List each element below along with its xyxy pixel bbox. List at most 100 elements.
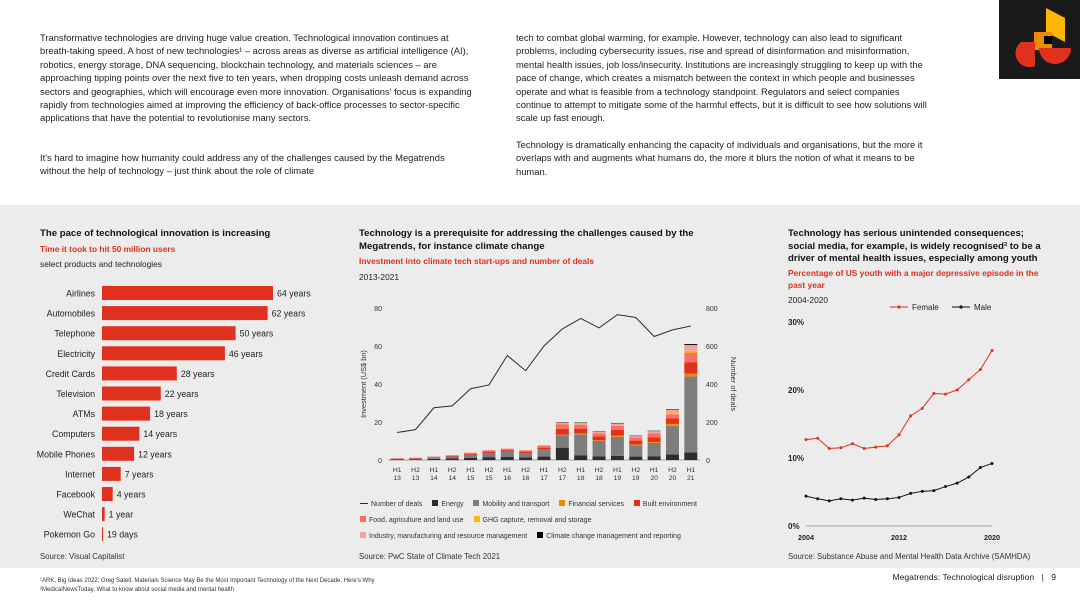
- chart2-x-tick-top: H2: [668, 467, 677, 474]
- chart3-point: [839, 446, 843, 450]
- chart1-category-label: Computers: [52, 429, 96, 439]
- chart3-point: [816, 497, 820, 501]
- intro-col2-p1: tech to combat global warming, for examp…: [516, 32, 927, 124]
- chart3-point: [920, 489, 924, 493]
- chart3-point: [897, 433, 901, 437]
- chart2-bar-segment: [647, 456, 661, 460]
- chart3-point: [920, 406, 924, 410]
- chart2-bar-segment: [665, 414, 679, 419]
- chart2-bar-segment: [537, 445, 551, 448]
- chart2-y-tick: 60: [374, 344, 382, 351]
- chart2-bar-segment: [665, 454, 679, 460]
- chart2-bar-segment: [555, 435, 569, 448]
- chart2-x-tick-top: H1: [650, 467, 659, 474]
- chart1-bar: [102, 426, 140, 441]
- chart2-x-tick-bottom: 13: [393, 475, 401, 482]
- chart2-bar-segment: [500, 451, 514, 457]
- chart2-bar-segment: [684, 362, 698, 374]
- chart2-x-tick-top: H2: [448, 467, 457, 474]
- chart1-bar: [102, 346, 225, 361]
- charts-panel: [0, 205, 1080, 568]
- chart2-bar-segment: [592, 440, 606, 441]
- chart2-bar-segment: [464, 452, 478, 454]
- chart3-point: [862, 496, 866, 500]
- chart3-legend-label: Male: [974, 303, 992, 312]
- footnote-1: ¹ARK, Big Ideas 2022; Greg Satell, Mater…: [40, 578, 375, 584]
- chart2-x-tick-top: H2: [595, 467, 604, 474]
- chart2-bar-segment: [647, 433, 661, 438]
- chart1-bar: [102, 366, 177, 381]
- chart3-series-line: [805, 462, 993, 502]
- chart2-bar-segment: [537, 447, 551, 450]
- chart1-value-label: 19 days: [107, 530, 138, 540]
- chart2-y-tick: 20: [374, 420, 382, 427]
- page-footer: Megatrends: Technological disruption | 9: [892, 572, 1056, 582]
- chart2-bar-segment: [500, 450, 514, 452]
- chart1-value-label: 12 years: [138, 449, 172, 459]
- chart2-bar-segment: [665, 423, 679, 426]
- chart1-category-label: Mobile Phones: [37, 449, 96, 459]
- chart1-title: The pace of technological innovation is …: [40, 228, 271, 239]
- chart2-bar-segment: [464, 453, 478, 455]
- chart2-bar-segment: [684, 452, 698, 460]
- legend-built: Built environment: [633, 500, 697, 508]
- page-number: 9: [1051, 572, 1056, 582]
- chart2-bar-segment: [629, 445, 643, 457]
- chart1-value-label: 50 years: [240, 329, 274, 339]
- intro-col1-p2: It's hard to imagine how humanity could …: [40, 152, 445, 177]
- chart2-bar-segment: [629, 435, 643, 438]
- legend-financial: Financial services: [559, 500, 624, 508]
- chart1-category-label: Internet: [65, 469, 95, 479]
- chart2-bar-segment: [482, 452, 496, 458]
- chart2-bar-segment: [555, 429, 569, 435]
- chart2-bar-segment: [409, 458, 423, 459]
- chart3-title: Technology has serious unintended conseq…: [788, 228, 1041, 264]
- chart3-point: [885, 497, 889, 501]
- chart1-value-label: 7 years: [125, 469, 154, 479]
- chart2-y2-tick: 400: [706, 382, 718, 389]
- legend-mobility: Mobility and transport: [473, 500, 549, 508]
- chart1-subtitle: Time it took to hit 50 million users: [40, 244, 176, 254]
- chart1-category-label: ATMs: [73, 409, 96, 419]
- chart2-bar-segment: [684, 344, 698, 346]
- chart1-value-label: 1 year: [109, 510, 134, 520]
- chart3-point: [827, 446, 831, 450]
- chart2-x-tick-top: H1: [466, 467, 475, 474]
- chart2-bar-segment: [665, 425, 679, 455]
- chart2-bar-segment: [647, 437, 661, 442]
- chart1-category-label: Airlines: [66, 289, 95, 299]
- chart3-legend-marker: [897, 305, 901, 309]
- chart2-bar-segment: [427, 457, 441, 459]
- chart2-legend-row-3: Industry, manufacturing and resource man…: [360, 532, 689, 540]
- chart2-bar-segment: [592, 456, 606, 460]
- chart1-bar: [102, 487, 113, 501]
- chart2-y2-tick: 0: [706, 458, 710, 465]
- chart1-source: Source: Visual Capitalist: [40, 552, 125, 561]
- chart1-bar: [102, 466, 121, 481]
- chart2-bar-segment: [500, 456, 514, 460]
- chart1-category-label: Television: [56, 389, 95, 399]
- chart1-bar: [102, 507, 105, 522]
- chart2-bar-segment: [629, 440, 643, 445]
- chart3-line-chart: 0% 10% 20% 30% 2004 2012 2020 Female Male: [788, 303, 1000, 542]
- chart2-y-tick: 40: [374, 382, 382, 389]
- chart3-subtitle: Percentage of US youth with a major depr…: [788, 268, 1039, 290]
- chart2-bar-segment: [574, 433, 588, 435]
- chart3-point: [909, 414, 913, 418]
- chart2-bar-segment: [592, 441, 606, 457]
- chart2-bar-segment: [445, 455, 459, 457]
- chart3-point: [839, 497, 843, 501]
- chart1-value-label: 62 years: [272, 309, 306, 319]
- chart1-value-label: 4 years: [117, 490, 146, 500]
- chart1-bar: [102, 406, 151, 421]
- chart2-x-tick-top: H2: [411, 467, 420, 474]
- chart3-point: [874, 445, 878, 449]
- chart2-deals-line: [397, 314, 691, 433]
- chart2-x-tick-bottom: 20: [669, 475, 677, 482]
- chart3-point: [967, 475, 971, 479]
- chart2-bar-segment: [684, 352, 698, 363]
- chart2-bar-segment: [555, 447, 569, 460]
- chart3-point: [851, 498, 854, 502]
- intro-col2-p2: Technology is dramatically enhancing the…: [516, 139, 923, 177]
- chart2-bar-segment: [592, 436, 606, 441]
